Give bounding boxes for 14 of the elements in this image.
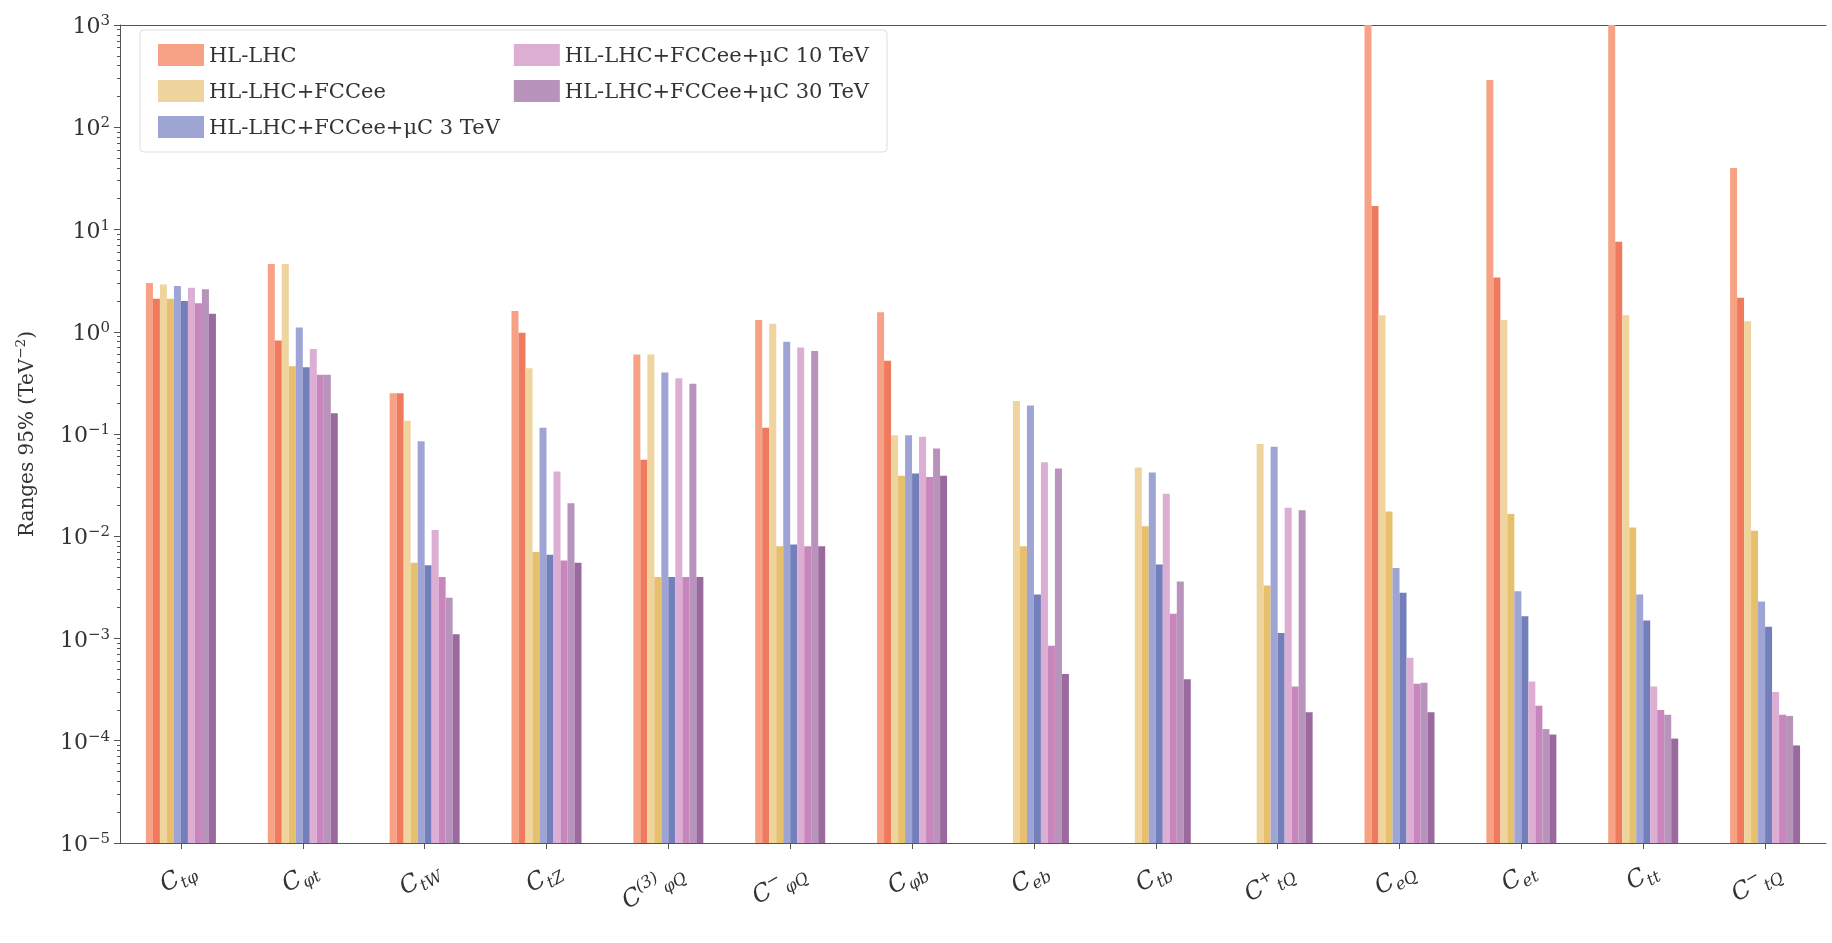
y-tick-label: 10$^{−5}$ <box>59 828 110 857</box>
legend-label: HL-LHC <box>209 43 297 67</box>
legend-label: HL-LHC+FCCee+μC 30 TeV <box>564 79 870 103</box>
legend-label: HL-LHC+FCCee+μC 10 TeV <box>564 43 870 67</box>
y-tick-label: 10$^{3}$ <box>72 10 110 39</box>
y-tick-label: 10$^{−4}$ <box>59 726 110 754</box>
legend-label: HL-LHC+FCCee <box>209 79 386 103</box>
legend-label: HL-LHC+FCCee+μC 3 TeV <box>209 115 501 139</box>
y-tick-label: 10$^{2}$ <box>72 113 110 141</box>
y-tick-label: 10$^{−2}$ <box>59 522 110 550</box>
y-tick-label: 10$^{−3}$ <box>59 624 110 652</box>
y-tick-label: 10$^{0}$ <box>72 317 110 345</box>
y-tick-label: 10$^{1}$ <box>72 215 110 243</box>
y-tick-label: 10$^{−1}$ <box>59 419 110 448</box>
